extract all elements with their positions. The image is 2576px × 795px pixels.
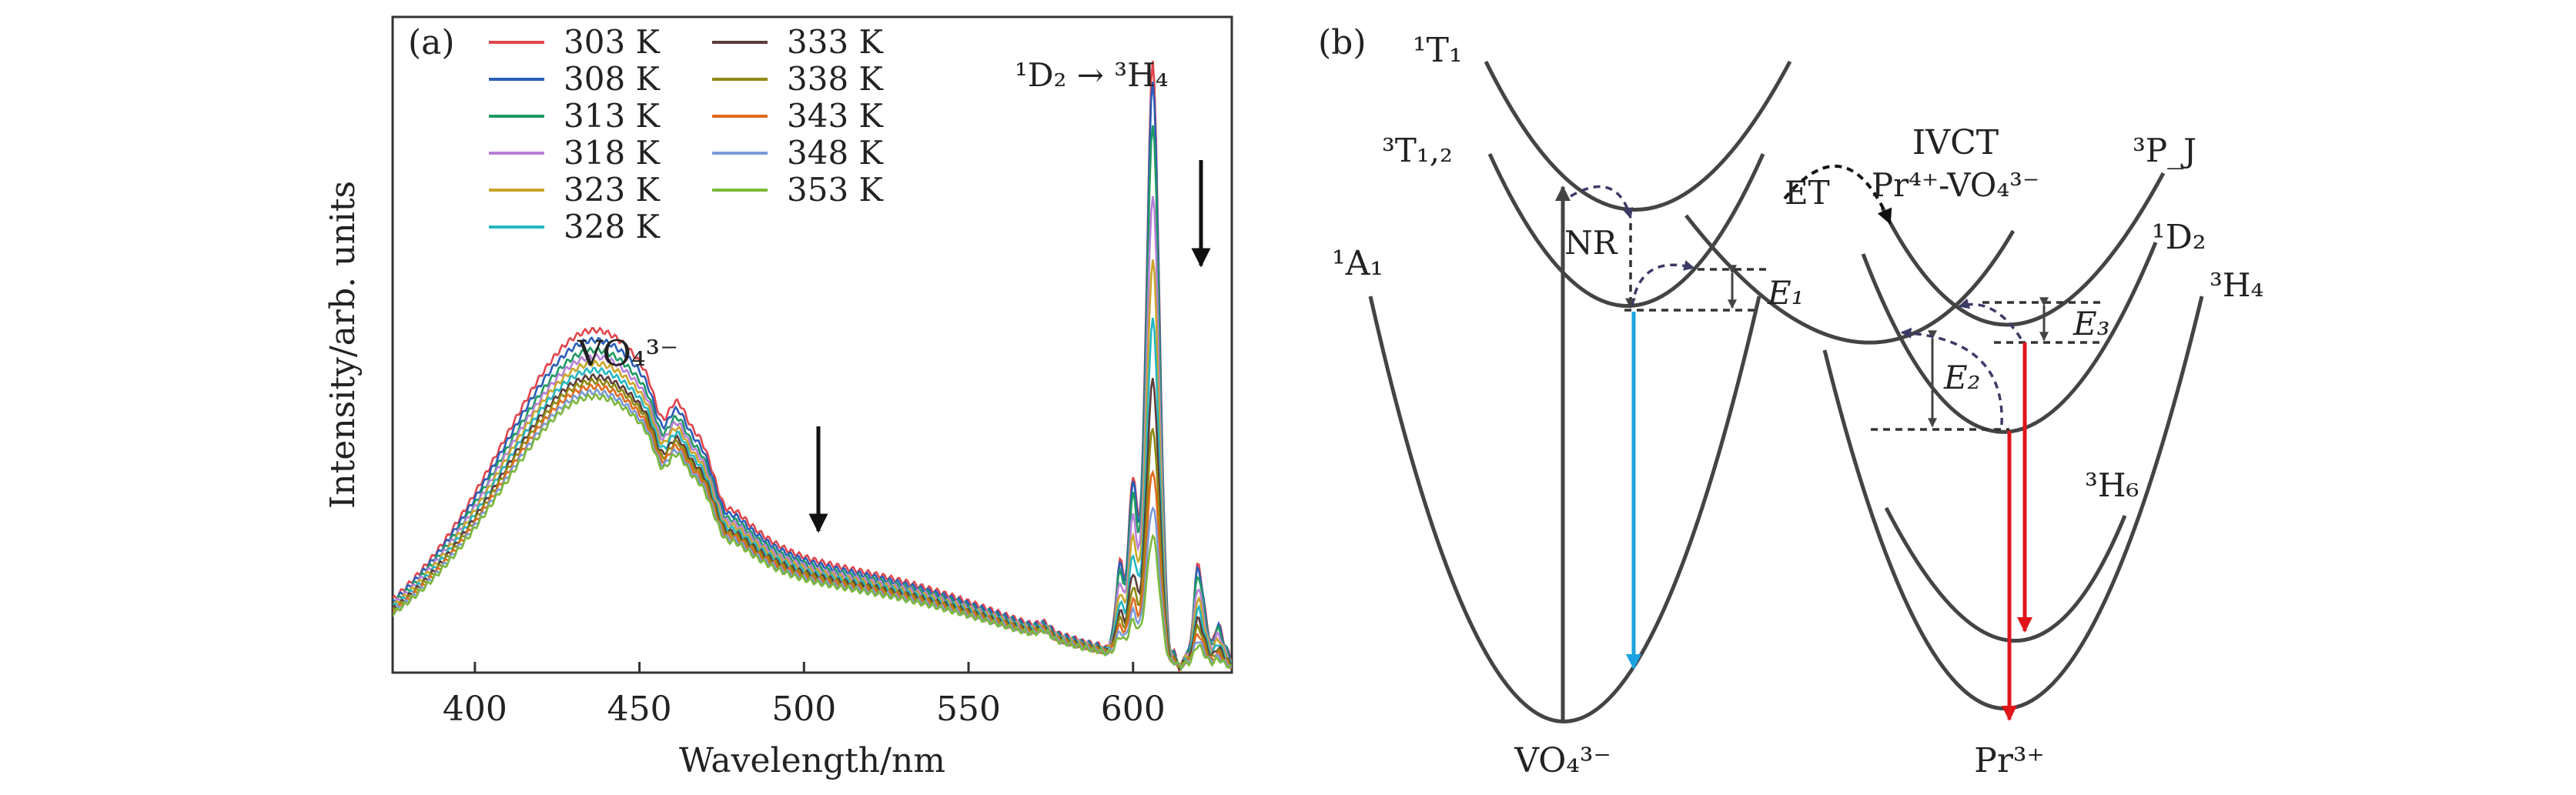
label-vo4-ion: VO₄³⁻ xyxy=(1514,741,1611,780)
curve-1A1 xyxy=(1368,296,1761,723)
label-e1: E₁ xyxy=(1767,274,1805,312)
x-tick-label: 450 xyxy=(607,690,672,729)
label-e2: E₂ xyxy=(1943,359,1981,396)
label-1D2: ¹D₂ xyxy=(2152,218,2206,257)
x-axis-label: Wavelength/nm xyxy=(679,741,945,780)
spectrum-318k xyxy=(393,195,1232,670)
e1-arc-arrow xyxy=(1631,260,1695,307)
panel-a-label: (a) xyxy=(408,23,455,62)
legend-label: 343 K xyxy=(787,97,885,135)
label-1T1: ¹T₁ xyxy=(1413,31,1463,70)
curve-1T1 xyxy=(1484,60,1792,212)
label-3T12: ³T₁,₂ xyxy=(1382,132,1453,169)
x-axis-ticks: 400 450 500 550 600 xyxy=(443,662,1166,729)
curve-ivct xyxy=(1684,214,2016,345)
legend-label: 348 K xyxy=(787,134,885,172)
legend-label: 328 K xyxy=(564,208,661,246)
legend-label: 338 K xyxy=(787,60,885,98)
plot-frame xyxy=(391,15,1233,674)
legend-label: 353 K xyxy=(787,171,885,209)
spectra-series xyxy=(393,61,1232,673)
x-tick-label: 600 xyxy=(1101,690,1166,729)
label-nr: NR xyxy=(1564,224,1618,262)
spectrum-333k xyxy=(393,372,1232,671)
label-e3: E₃ xyxy=(2073,305,2110,342)
curve-3T12 xyxy=(1487,152,1765,308)
e3-arc-arrow xyxy=(1958,298,2022,339)
curve-3H4 xyxy=(1822,296,2204,710)
y-axis-label: Intensity/arb. units xyxy=(323,181,363,509)
label-3PJ: ³P_J xyxy=(2133,132,2196,169)
label-ivct-title: IVCT xyxy=(1912,123,1999,162)
label-1A1: ¹A₁ xyxy=(1332,244,1383,283)
label-ivct-pair: Pr⁴⁺-VO₄³⁻ xyxy=(1872,166,2039,204)
spectrum-353k xyxy=(393,392,1232,670)
legend-label: 303 K xyxy=(564,23,661,61)
label-3H6: ³H₆ xyxy=(2085,466,2139,504)
panel-b-label: (b) xyxy=(1318,23,1367,62)
legend-label: 323 K xyxy=(564,171,661,209)
legend-label: 308 K xyxy=(564,60,661,98)
transition-label: ¹D₂ → ³H₄ xyxy=(1015,56,1169,94)
legend-label: 313 K xyxy=(564,97,661,135)
label-3H4: ³H₄ xyxy=(2210,266,2263,304)
curve-3H6 xyxy=(1884,506,2127,643)
panel-b: (b) ¹T₁ ³T₁,₂ ¹A₁ xyxy=(1318,23,2263,780)
label-et: ET xyxy=(1785,174,1830,212)
legend-label: 318 K xyxy=(564,134,661,172)
x-tick-label: 550 xyxy=(936,690,1001,729)
spectrum-323k xyxy=(393,259,1232,673)
x-tick-label: 500 xyxy=(771,690,836,729)
vo4-band-label: VO₄³⁻ xyxy=(577,332,678,374)
nr-arc-arrow xyxy=(1570,185,1634,219)
curve-3PJ xyxy=(1880,172,2166,327)
curve-1D2 xyxy=(1861,242,2158,434)
label-pr-ion: Pr³⁺ xyxy=(1974,741,2045,780)
legend-label: 333 K xyxy=(787,23,885,61)
spectrum-328k xyxy=(393,317,1232,670)
x-tick-label: 400 xyxy=(443,690,507,729)
